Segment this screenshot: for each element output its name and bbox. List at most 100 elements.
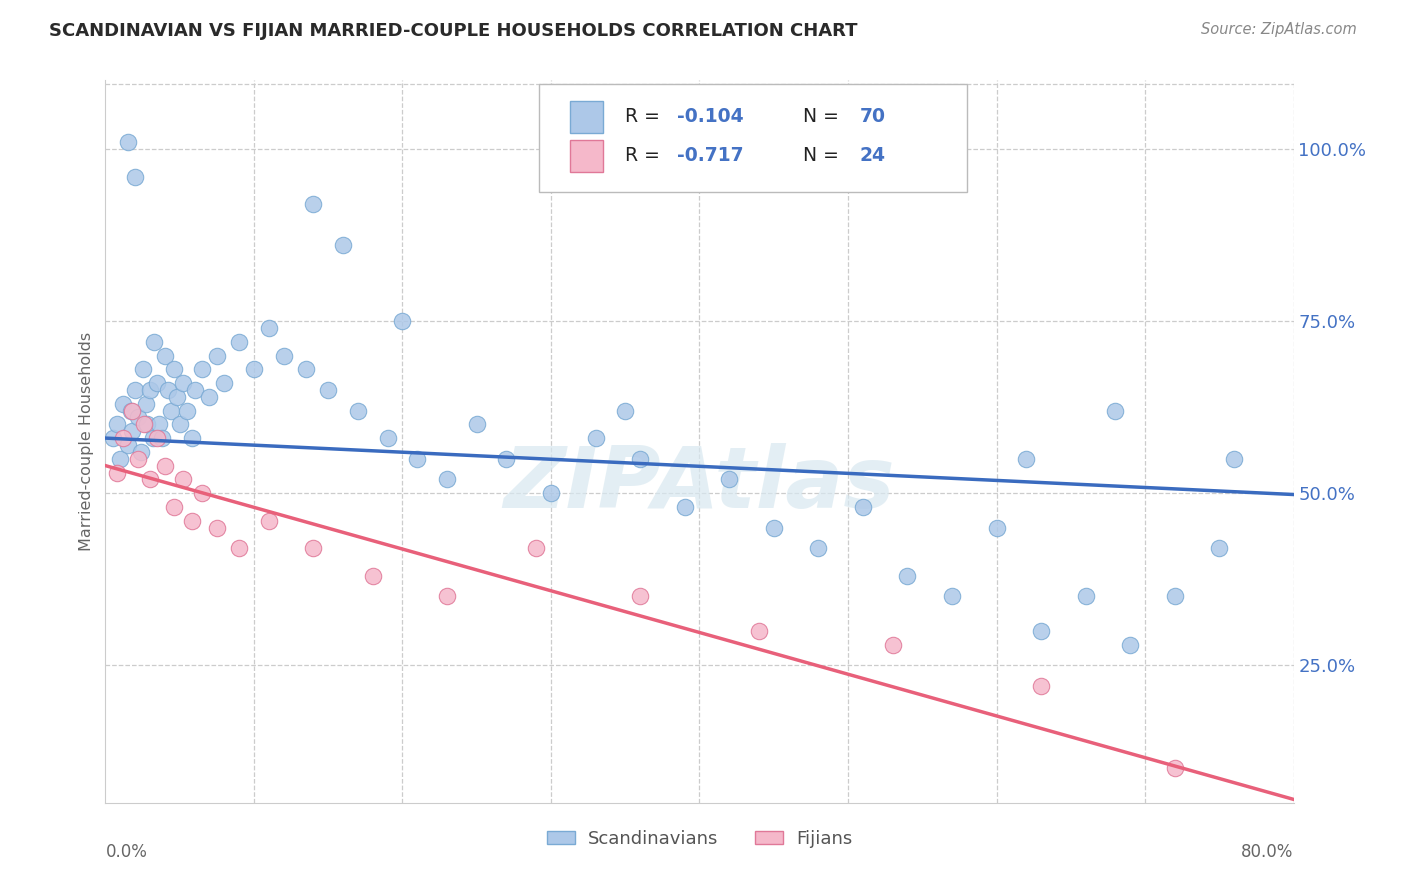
Point [614, 403, 637, 417]
Point [361, 568, 384, 582]
Point [1208, 541, 1230, 556]
Point [332, 238, 354, 252]
Point [205, 520, 228, 534]
Point [153, 458, 176, 473]
Point [180, 514, 202, 528]
Point [191, 486, 214, 500]
Point [228, 541, 250, 556]
Point [1029, 624, 1052, 638]
Text: R =: R = [624, 107, 665, 127]
Legend: Scandinavians, Fijians: Scandinavians, Fijians [540, 822, 859, 855]
Point [718, 472, 741, 486]
FancyBboxPatch shape [569, 101, 603, 133]
Point [205, 349, 228, 363]
Point [105, 417, 128, 432]
Point [131, 362, 153, 376]
Text: -0.717: -0.717 [676, 146, 744, 165]
Point [166, 390, 188, 404]
Text: Source: ZipAtlas.com: Source: ZipAtlas.com [1201, 22, 1357, 37]
Point [257, 514, 280, 528]
Point [524, 541, 547, 556]
Point [628, 590, 651, 604]
Text: 70: 70 [860, 107, 886, 127]
Point [176, 403, 198, 417]
Point [391, 314, 413, 328]
Point [243, 362, 266, 376]
Point [1119, 638, 1142, 652]
Point [628, 451, 651, 466]
Point [436, 472, 458, 486]
Text: 80.0%: 80.0% [1241, 843, 1294, 861]
Point [127, 451, 149, 466]
Point [112, 397, 135, 411]
Point [156, 383, 179, 397]
Point [172, 376, 194, 390]
Point [150, 431, 173, 445]
Point [540, 486, 562, 500]
Point [124, 383, 146, 397]
Point [136, 417, 159, 432]
Text: ZIPAtlas: ZIPAtlas [503, 443, 896, 526]
Point [146, 376, 169, 390]
Point [169, 417, 191, 432]
Point [129, 445, 152, 459]
Point [139, 383, 162, 397]
Point [852, 500, 875, 514]
Point [183, 383, 205, 397]
Text: N =: N = [792, 146, 845, 165]
Point [112, 431, 135, 445]
Point [110, 451, 132, 466]
Point [302, 197, 325, 211]
Point [163, 500, 186, 514]
Point [139, 472, 162, 486]
Point [132, 417, 155, 432]
Y-axis label: Married-couple Households: Married-couple Households [79, 332, 94, 551]
Point [120, 403, 142, 417]
Point [1029, 679, 1052, 693]
Point [172, 472, 194, 486]
Text: N =: N = [792, 107, 845, 127]
Point [117, 135, 139, 149]
Text: SCANDINAVIAN VS FIJIAN MARRIED-COUPLE HOUSEHOLDS CORRELATION CHART: SCANDINAVIAN VS FIJIAN MARRIED-COUPLE HO… [49, 22, 858, 40]
Point [135, 397, 157, 411]
Point [495, 451, 517, 466]
Point [163, 362, 186, 376]
Point [941, 590, 963, 604]
Point [1164, 761, 1187, 775]
Point [377, 431, 399, 445]
Point [257, 321, 280, 335]
Text: 24: 24 [860, 146, 886, 165]
Point [214, 376, 236, 390]
Point [273, 349, 295, 363]
Point [121, 403, 143, 417]
Point [153, 349, 176, 363]
Point [302, 541, 325, 556]
Point [762, 520, 785, 534]
Point [101, 431, 124, 445]
Text: 0.0%: 0.0% [105, 843, 148, 861]
Point [673, 500, 696, 514]
Point [191, 362, 214, 376]
Point [124, 169, 146, 184]
Point [882, 638, 904, 652]
Point [142, 431, 165, 445]
Point [228, 334, 250, 349]
Point [1164, 590, 1187, 604]
FancyBboxPatch shape [569, 139, 603, 172]
Point [117, 438, 139, 452]
Text: -0.104: -0.104 [676, 107, 744, 127]
Text: R =: R = [624, 146, 665, 165]
Point [180, 431, 202, 445]
Point [316, 383, 339, 397]
Point [127, 410, 149, 425]
Point [585, 431, 607, 445]
Point [1074, 590, 1097, 604]
Point [146, 431, 169, 445]
Point [807, 541, 830, 556]
Point [143, 334, 166, 349]
Point [1104, 403, 1126, 417]
Point [748, 624, 770, 638]
Point [1223, 451, 1246, 466]
Point [105, 466, 128, 480]
Point [465, 417, 488, 432]
